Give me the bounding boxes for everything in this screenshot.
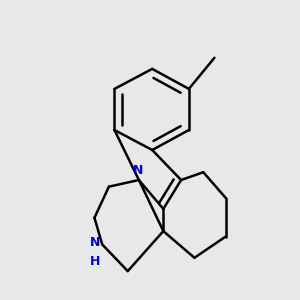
Text: N: N — [133, 164, 143, 177]
Text: N: N — [90, 236, 100, 249]
Text: H: H — [90, 255, 100, 268]
